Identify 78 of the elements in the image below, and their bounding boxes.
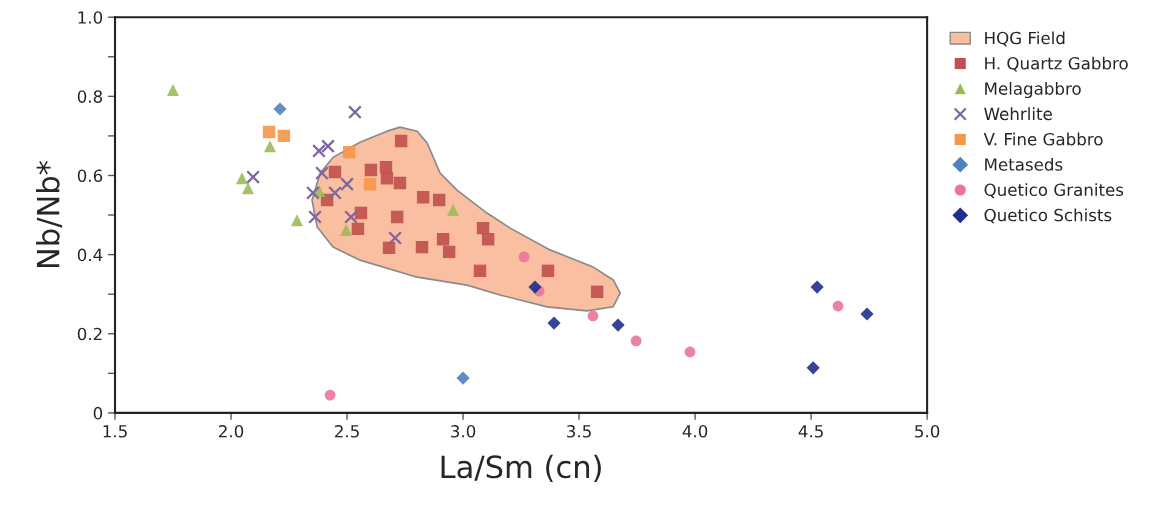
y-tick-label: 0.4: [77, 248, 103, 262]
x-tick-label: 5.0: [915, 425, 940, 438]
x-tick-label: 2.5: [335, 425, 359, 438]
point: [308, 210, 322, 224]
legend-label: Wehrlite: [984, 107, 1052, 121]
point: [344, 210, 358, 224]
point: [324, 389, 336, 401]
legend-label: H. Quartz Gabbro: [985, 56, 1128, 72]
point: [547, 316, 561, 330]
point: [630, 335, 642, 347]
point: [354, 206, 368, 220]
point: [518, 251, 530, 263]
y-tick-label: 0.8: [77, 90, 103, 103]
x-tick-label: 2.0: [219, 425, 244, 438]
point: [587, 310, 599, 322]
point: [447, 203, 460, 216]
y-axis-title: Nb/Nb*: [36, 160, 63, 268]
point: [246, 170, 260, 184]
legend-label: Quetico Granites: [984, 183, 1124, 198]
legend-label: Quetico Schists: [984, 208, 1112, 224]
point: [394, 134, 408, 148]
point: [351, 222, 365, 236]
y-tick-label: 0: [93, 406, 103, 420]
point: [277, 129, 291, 143]
point: [390, 210, 404, 224]
point: [810, 280, 824, 294]
y-tick-label: 0.6: [77, 169, 103, 183]
x-axis-title: La/Sm (cn): [441, 454, 601, 482]
point: [342, 145, 356, 159]
point: [340, 224, 353, 237]
point: [306, 185, 320, 200]
point: [541, 264, 555, 278]
point: [432, 193, 446, 207]
x-tick-label: 4.0: [682, 425, 708, 438]
point: [860, 307, 874, 321]
point: [312, 144, 326, 158]
point: [611, 318, 625, 332]
point: [348, 105, 362, 120]
point: [473, 264, 487, 278]
point: [241, 182, 254, 195]
legend-label: Metaseds: [985, 157, 1063, 171]
point: [363, 177, 377, 191]
point: [321, 139, 335, 154]
point: [380, 172, 394, 185]
y-tick-label: 1.0: [78, 11, 103, 24]
point: [832, 300, 844, 312]
point: [442, 245, 456, 259]
point: [262, 125, 276, 139]
point: [436, 232, 450, 246]
legend-label: V. Fine Gabbro: [983, 132, 1103, 146]
point: [315, 166, 329, 181]
x-tick-label: 4.5: [798, 425, 823, 438]
x-tick-label: 3.5: [567, 425, 591, 438]
point: [393, 176, 407, 190]
point: [328, 185, 342, 200]
point: [167, 84, 180, 97]
x-tick-label: 3.0: [451, 425, 476, 438]
point: [528, 280, 542, 294]
point: [456, 371, 470, 385]
point: [328, 165, 342, 179]
point: [340, 177, 354, 192]
x-tick-label: 1.5: [103, 425, 127, 438]
point: [382, 241, 396, 255]
point: [416, 191, 430, 204]
legend-label: HQG Field: [985, 31, 1065, 47]
point: [235, 172, 248, 185]
point: [264, 140, 277, 153]
point: [388, 231, 402, 245]
point: [290, 214, 303, 227]
point: [806, 361, 820, 375]
point: [590, 285, 604, 299]
point: [364, 163, 378, 177]
legend-label: Melagabbro: [985, 81, 1081, 99]
point: [273, 102, 287, 116]
point: [415, 240, 429, 254]
point: [481, 232, 495, 246]
point: [684, 346, 696, 358]
y-tick-label: 0.2: [77, 327, 102, 341]
